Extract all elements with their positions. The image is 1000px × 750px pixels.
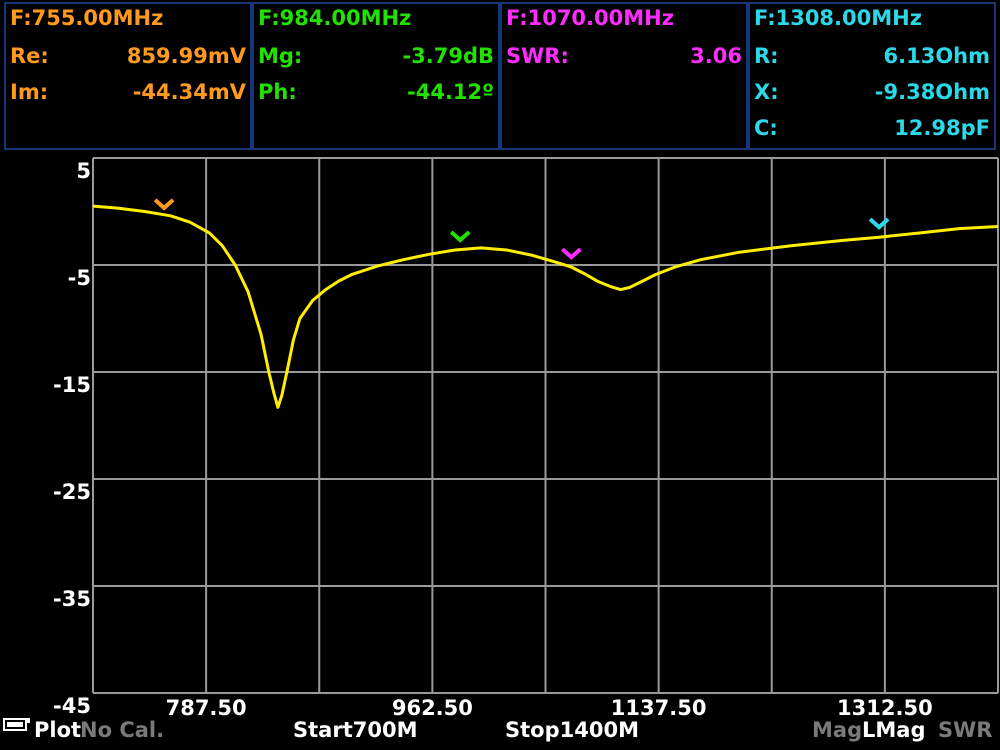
y-tick-label: -35 [53,587,91,611]
marker-4-frequency: F:1308.00MHz [754,6,922,30]
marker-1-panel[interactable]: F:755.00MHz Re: 859.99mV Im: -44.34mV [4,2,252,150]
battery-icon [3,718,27,731]
marker-1-im-label: Im: [10,80,49,104]
y-tick-label: -25 [53,480,91,504]
marker-layer [153,198,890,260]
battery-tip [27,718,30,723]
marker-4-r-label: R: [754,44,779,68]
marker-4-r-row: R: 6.13Ohm [754,44,990,72]
start-frequency[interactable]: Start700M [293,718,418,742]
marker-2-panel[interactable]: F:984.00MHz Mg: -3.79dB Ph: -44.12º [252,2,500,150]
mode-lmag[interactable]: LMag [862,718,926,742]
marker-3-chevron-icon[interactable] [561,247,582,260]
magnitude-plot[interactable]: 5 -5 -15 -25 -35 -45 787.50 962.50 1137.50 1312.… [0,152,1000,718]
y-tick-label: 5 [76,159,91,183]
marker-4-panel[interactable]: F:1308.00MHz R: 6.13Ohm X: -9.38Ohm C: 1… [748,2,996,150]
plot-grid [92,157,999,694]
marker-1-chevron-icon[interactable] [153,198,175,211]
marker-2-phase-value: -44.12º [407,80,494,104]
marker-1-re-label: Re: [10,44,49,68]
plot-label[interactable]: Plot [34,718,82,742]
marker-1-im-value: -44.34mV [132,80,246,104]
marker-3-swr-label: SWR: [506,44,569,68]
marker-2-phase-label: Ph: [258,80,297,104]
marker-3-swr-value: 3.06 [690,44,742,68]
marker-3-frequency: F:1070.00MHz [506,6,674,30]
marker-2-phase-row: Ph: -44.12º [258,80,494,108]
marker-2-chevron-icon[interactable] [449,230,471,243]
marker-4-c-value: 12.98pF [894,116,990,140]
x-tick-label: 787.50 [166,696,247,718]
marker-4-x-value: -9.38Ohm [874,80,990,104]
x-axis-ticks: 787.50 962.50 1137.50 1312.50 [166,696,933,718]
marker-4-c-row: C: 12.98pF [754,116,990,144]
marker-2-mag-label: Mg: [258,44,303,68]
y-tick-label: -45 [53,694,91,718]
marker-1-re-row: Re: 859.99mV [10,44,246,72]
marker-4-r-value: 6.13Ohm [883,44,991,68]
marker-1-frequency: F:755.00MHz [10,6,164,30]
marker-2-frequency: F:984.00MHz [258,6,412,30]
marker-4-chevron-icon[interactable] [868,217,890,230]
x-tick-label: 1137.50 [611,696,707,718]
trace-layer [92,204,999,409]
calibration-status: No Cal. [80,718,165,742]
marker-4-x-label: X: [754,80,779,104]
status-footer: Plot No Cal. Start700M Stop1400M Mag LMa… [0,716,1000,750]
marker-3-panel[interactable]: F:1070.00MHz SWR: 3.06 [500,2,748,150]
y-tick-label: -15 [53,373,91,397]
x-tick-label: 962.50 [392,696,473,718]
y-tick-label: -5 [68,266,91,290]
mode-swr[interactable]: SWR [938,718,993,742]
marker-3-swr-row: SWR: 3.06 [506,44,742,72]
stop-frequency[interactable]: Stop1400M [505,718,639,742]
y-axis-ticks: 5 -5 -15 -25 -35 -45 [53,159,91,718]
marker-1-im-row: Im: -44.34mV [10,80,246,108]
marker-readout-bar: F:755.00MHz Re: 859.99mV Im: -44.34mV F:… [0,0,1000,152]
marker-4-c-label: C: [754,116,778,140]
marker-1-re-value: 859.99mV [126,44,246,68]
trace-line [92,204,999,409]
x-tick-label: 1312.50 [837,696,933,718]
marker-2-mag-row: Mg: -3.79dB [258,44,494,72]
marker-2-mag-value: -3.79dB [402,44,494,68]
mode-mag[interactable]: Mag [812,718,863,742]
marker-4-x-row: X: -9.38Ohm [754,80,990,108]
